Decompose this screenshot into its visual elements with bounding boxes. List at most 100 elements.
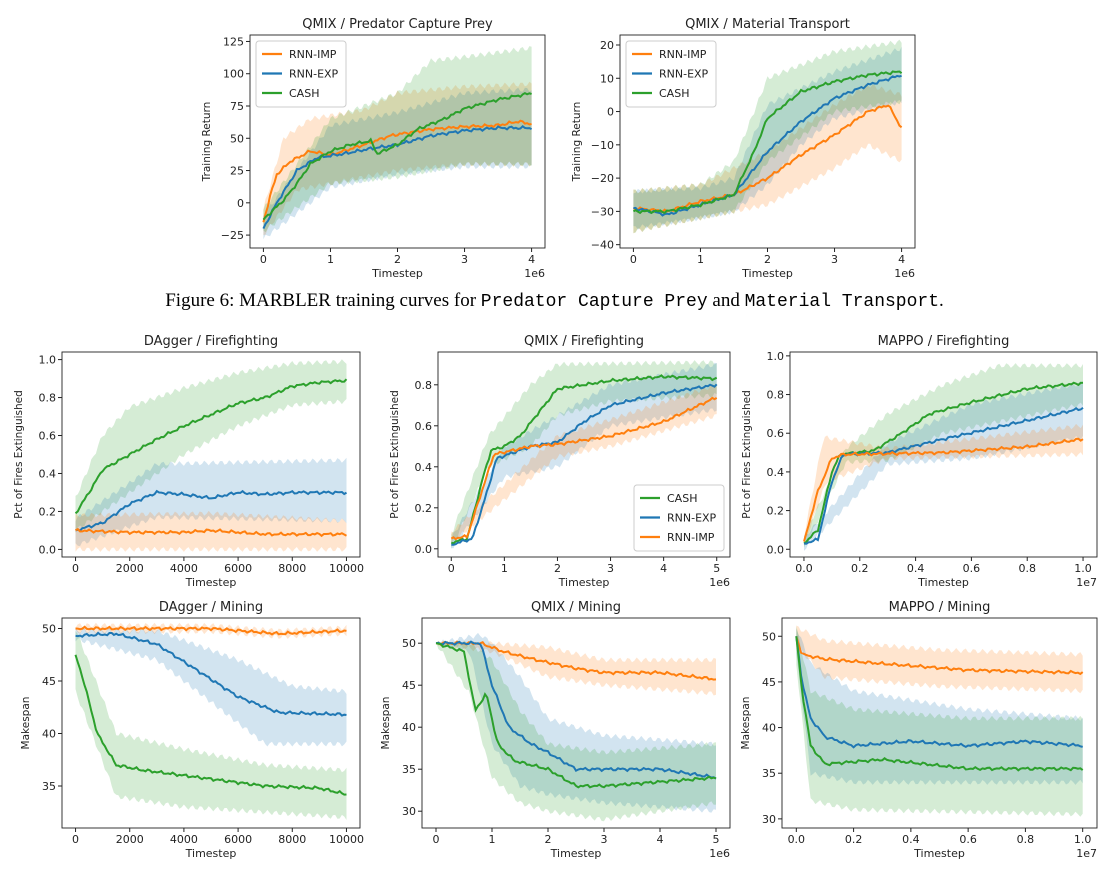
legend-label: CASH <box>659 87 689 100</box>
legend-label: RNN-EXP <box>659 68 709 81</box>
y-tick-label: 10 <box>600 72 614 85</box>
band-rnn-imp <box>436 640 716 696</box>
x-tick-label: 0.4 <box>907 562 925 575</box>
y-tick-label: 0 <box>607 106 614 119</box>
y-tick-label: 0.8 <box>39 392 57 405</box>
x-tick-label: 3 <box>831 253 838 266</box>
x-tick-label: 3 <box>601 833 608 846</box>
y-axis-label: Training Return <box>571 102 583 183</box>
x-tick-label: 0.0 <box>795 562 813 575</box>
band-rnn-exp <box>75 457 347 547</box>
x-tick-label: 0.2 <box>845 833 863 846</box>
y-axis-label: Pct of Fires Extinguished <box>741 390 753 519</box>
band-cash <box>633 39 902 233</box>
line-rnn-exp <box>795 636 1083 749</box>
axes-frame <box>789 351 1098 558</box>
band-cash <box>436 640 716 822</box>
line-rnn-exp <box>435 640 717 780</box>
y-tick-label: 0.2 <box>415 502 433 515</box>
chart-title: DAgger / Firefighting <box>144 334 278 349</box>
chart-5: 0 2000 4000 6000 8000 10000 35 40 45 50 DAgger / M… <box>20 600 364 860</box>
y-tick-label: 50 <box>230 132 244 145</box>
line-rnn-exp <box>75 631 347 717</box>
line-rnn-imp <box>632 104 903 213</box>
x-multiplier: 1e7 <box>1076 847 1097 860</box>
caption-env1: Predator Capture Prey <box>480 292 708 312</box>
line-rnn-exp <box>451 383 718 546</box>
legend-label: RNN-IMP <box>667 531 715 544</box>
legend-box <box>255 40 347 108</box>
y-tick-label: 125 <box>223 35 244 48</box>
x-tick-label: 4 <box>528 253 535 266</box>
y-tick-label: 0.0 <box>39 543 57 556</box>
x-tick-label: 2 <box>554 562 561 575</box>
x-tick-label: 0 <box>448 562 455 575</box>
x-tick-label: 2000 <box>116 833 144 846</box>
legend-label: RNN-IMP <box>659 48 707 61</box>
x-multiplier: 1e7 <box>1076 576 1097 589</box>
chart-title: MAPPO / Mining <box>889 600 991 615</box>
y-tick-label: 30 <box>402 805 416 818</box>
x-tick-label: 0.8 <box>1017 833 1035 846</box>
plot-area <box>262 46 533 240</box>
y-tick-label: 0.2 <box>39 505 57 518</box>
y-tick-label: 40 <box>762 722 776 735</box>
x-tick-label: 0.6 <box>959 833 977 846</box>
y-axis-label: Pct of Fires Extinguished <box>13 390 25 519</box>
line-cash <box>795 636 1084 772</box>
band-cash <box>804 363 1083 548</box>
line-cash <box>435 642 717 789</box>
x-tick-label: 8000 <box>278 562 306 575</box>
chart-title: QMIX / Firefighting <box>524 334 644 349</box>
legend-label: CASH <box>289 87 319 100</box>
line-rnn-exp <box>262 124 533 230</box>
x-tick-label: 1 <box>501 562 508 575</box>
figure-caption: Figure 6: MARBLER training curves for Pr… <box>0 290 1109 313</box>
line-rnn-imp <box>262 119 532 223</box>
x-axis-label: Timestep <box>741 267 793 280</box>
y-tick-label: 0.6 <box>415 420 433 433</box>
x-multiplier: 1e6 <box>894 267 915 280</box>
x-tick-label: 6000 <box>224 562 252 575</box>
y-tick-label: 1.0 <box>767 350 785 363</box>
x-axis-label: Timestep <box>917 576 969 589</box>
axes-frame <box>61 351 361 558</box>
band-rnn-imp <box>633 83 902 234</box>
y-tick-label: 20 <box>600 39 614 52</box>
chart-4: 0.0 0.2 0.4 0.6 0.8 1.0 0.0 0.2 0.4 0.6 0.8 1.0 MAPP… <box>741 334 1098 589</box>
x-tick-label: 0 <box>260 253 267 266</box>
plot-area <box>803 363 1084 551</box>
band-rnn-imp <box>796 625 1083 694</box>
y-tick-label: 0.2 <box>767 505 785 518</box>
x-tick-label: 6000 <box>224 833 252 846</box>
x-tick-label: 1.0 <box>1074 562 1092 575</box>
y-tick-label: 35 <box>402 763 416 776</box>
chart-title: QMIX / Material Transport <box>685 17 850 32</box>
x-tick-label: 2 <box>394 253 401 266</box>
chart-2: 0 2000 4000 6000 8000 10000 0.0 0.2 0.4 0.6 0.8 1.0… <box>13 334 364 589</box>
y-tick-label: 25 <box>230 165 244 178</box>
legend-box <box>633 484 725 552</box>
y-axis-label: Makespan <box>740 697 752 750</box>
x-axis-label: Timestep <box>185 576 237 589</box>
x-multiplier: 1e6 <box>709 576 730 589</box>
x-tick-label: 0.6 <box>963 562 981 575</box>
band-rnn-exp <box>436 632 716 813</box>
plot-area <box>795 625 1084 817</box>
y-tick-label: 0.0 <box>767 543 785 556</box>
legend-label: CASH <box>667 492 697 505</box>
y-tick-label: 35 <box>42 780 56 793</box>
line-cash <box>632 70 903 215</box>
line-rnn-imp <box>450 396 718 541</box>
x-axis-label: Timestep <box>550 847 602 860</box>
x-tick-label: 0 <box>433 833 440 846</box>
chart-1: 0 1 2 3 4 −40 −30 −20 −10 0 10 20 QMIX / Material Tr… <box>571 17 916 280</box>
caption-env2: Material Transport <box>744 292 940 312</box>
caption-suffix: . <box>939 290 944 311</box>
chart-title: DAgger / Mining <box>159 600 263 615</box>
y-tick-label: 30 <box>762 813 776 826</box>
x-tick-label: 8000 <box>278 833 306 846</box>
y-tick-label: 0.0 <box>415 543 433 556</box>
band-cash <box>263 46 532 233</box>
